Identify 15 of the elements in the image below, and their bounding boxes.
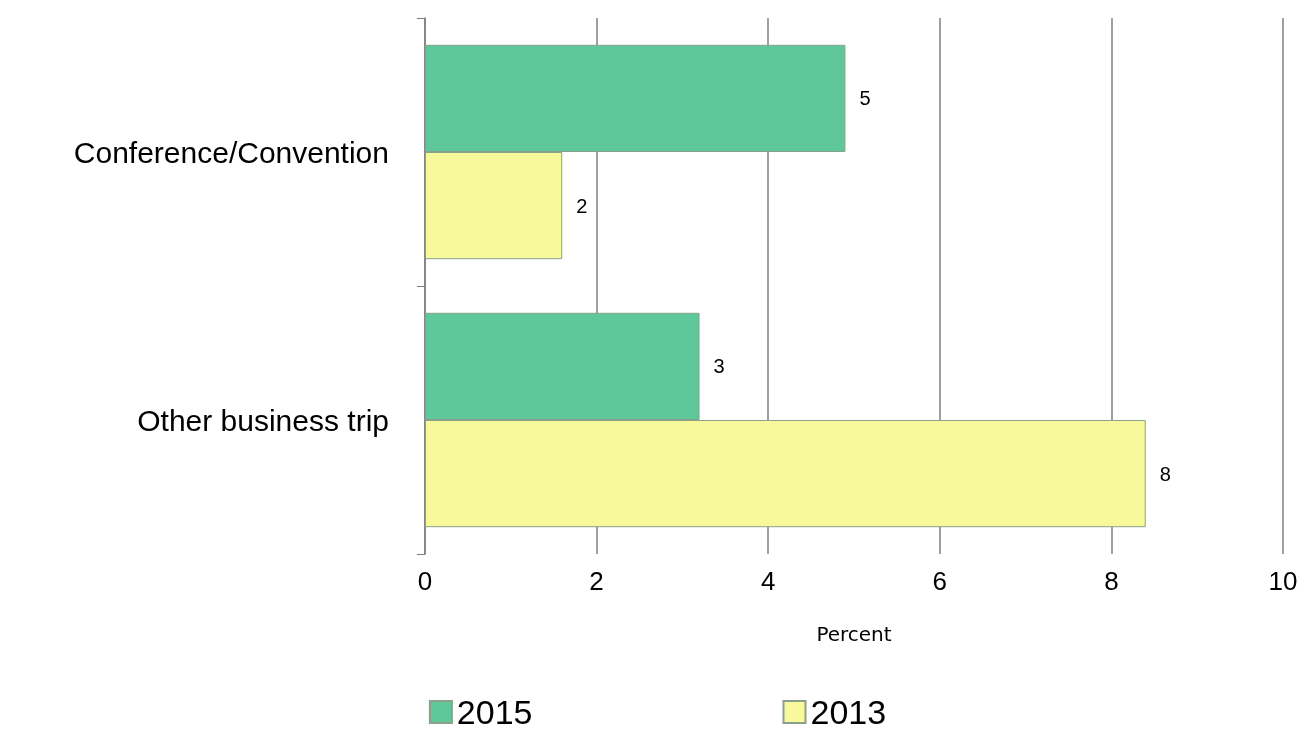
y-tick-label: Other business trip: [137, 403, 389, 437]
data-label: 2: [576, 194, 588, 217]
data-label: 5: [859, 87, 871, 110]
data-label: 8: [1159, 462, 1171, 485]
x-tick-label: 2: [589, 566, 604, 596]
x-tick-label: 4: [760, 566, 776, 596]
x-axis-title: Percent: [816, 622, 892, 646]
legend-label: 2013: [810, 693, 887, 731]
x-tick-label: 6: [932, 566, 948, 596]
legend-label: 2015: [456, 693, 533, 731]
y-tick-label: Conference/Convention: [73, 135, 389, 169]
x-tick-label: 8: [1104, 566, 1119, 596]
x-tick-label: 0: [417, 566, 433, 596]
data-label: 3: [713, 355, 725, 378]
x-tick-label: 10: [1268, 566, 1298, 596]
